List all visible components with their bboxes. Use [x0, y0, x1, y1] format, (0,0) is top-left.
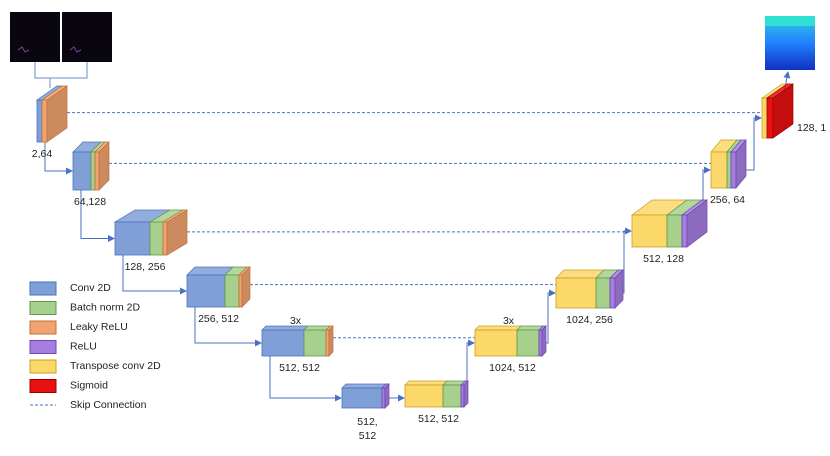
block-label: 128, 1	[797, 122, 826, 134]
block-layer	[94, 151, 100, 191]
output-mask-detail	[765, 16, 815, 26]
block-layer	[730, 151, 737, 189]
block-side	[46, 85, 68, 143]
block-side	[241, 266, 251, 308]
connector-arrow	[80, 190, 115, 242]
block-top	[404, 380, 448, 386]
block-layer	[538, 329, 543, 357]
legend-label: Leaky ReLU	[70, 321, 128, 333]
block-layer	[224, 274, 240, 308]
legend-swatch	[29, 281, 57, 296]
block-label: 256, 512	[198, 313, 239, 325]
block-layer	[555, 277, 597, 309]
block-top	[474, 325, 522, 331]
block-layer	[726, 151, 732, 189]
block-top	[303, 325, 331, 331]
block-label: 512, 512	[418, 413, 459, 425]
block-side	[328, 325, 334, 357]
block-layer	[631, 214, 668, 248]
block-label: 512	[359, 430, 377, 442]
block-layer	[460, 384, 465, 408]
block-layer	[474, 329, 518, 357]
block-layer	[114, 221, 151, 256]
input-spectrogram	[10, 12, 60, 62]
block-layer	[761, 97, 768, 139]
block-layer	[681, 214, 688, 248]
block-side	[463, 380, 469, 408]
legend-swatch	[29, 340, 57, 354]
block-layer	[90, 151, 96, 191]
legend-label: ReLU	[70, 340, 97, 352]
block-layer	[442, 384, 462, 408]
block-layer	[261, 329, 305, 357]
legend-swatch	[29, 359, 57, 374]
legend-swatch	[29, 379, 57, 393]
block-layer	[595, 277, 611, 309]
legend-swatch	[29, 301, 57, 315]
repeat-label: 3x	[503, 315, 515, 327]
block-layer	[381, 387, 386, 409]
block-layer	[41, 99, 48, 143]
legend-label: Sigmoid	[70, 379, 108, 391]
block-layer	[666, 214, 683, 248]
block-label: 512, 128	[643, 253, 684, 265]
block-side	[735, 139, 747, 189]
block-label: 512, 512	[279, 362, 320, 374]
connector-arrow	[741, 114, 762, 171]
block-layer	[72, 151, 92, 191]
spectrogram-detail	[17, 46, 82, 53]
block-layer	[149, 221, 164, 256]
legend-label: Batch norm 2D	[70, 301, 140, 313]
legend-label: Transpose conv 2D	[70, 360, 161, 372]
block-side	[541, 325, 547, 357]
block-layer	[766, 97, 774, 139]
legend-label: Skip Connection	[70, 399, 147, 411]
block-layer	[325, 329, 330, 357]
block-top	[261, 325, 309, 331]
block-side	[614, 269, 624, 309]
input-spectrogram	[62, 12, 112, 62]
block-label: 256, 64	[710, 194, 745, 206]
block-label: 2,64	[32, 148, 53, 160]
block-layer	[404, 384, 444, 408]
block-label: 64,128	[74, 196, 106, 208]
connector-arrow	[122, 255, 187, 295]
block-layer	[303, 329, 327, 357]
block-label: 512,	[357, 416, 377, 428]
block-side	[772, 83, 794, 139]
block-layer	[710, 151, 728, 189]
block-label: 1024, 256	[566, 314, 613, 326]
block-layer	[516, 329, 540, 357]
input-bracket	[34, 62, 88, 88]
legend-swatch	[29, 320, 57, 335]
block-layer	[162, 221, 168, 256]
connector-arrow	[269, 356, 342, 402]
block-layer	[186, 274, 226, 308]
block-top	[341, 383, 387, 389]
block-layer	[238, 274, 243, 308]
block-side	[384, 383, 390, 409]
repeat-label: 3x	[290, 315, 302, 327]
block-side	[166, 209, 188, 256]
block-layer	[609, 277, 616, 309]
block-side	[686, 199, 708, 248]
connector-arrow	[194, 307, 262, 347]
block-top	[516, 325, 544, 331]
block-label: 128, 256	[125, 261, 166, 273]
block-label: 1024, 512	[489, 362, 536, 374]
legend-label: Conv 2D	[70, 282, 111, 294]
block-side	[98, 141, 110, 191]
block-layer	[341, 387, 383, 409]
connector-arrow	[44, 142, 73, 175]
block-layer	[36, 99, 43, 143]
